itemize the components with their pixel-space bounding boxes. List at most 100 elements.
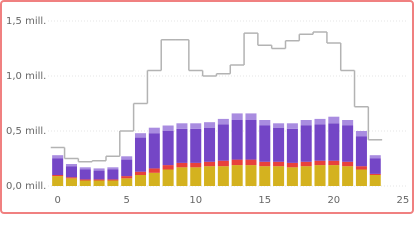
chart-frame: 0,0 mill. 0,5 mill. 1,0 mill. 1,5 mill. 0 5 10… [0,0,414,214]
bar-segment [121,156,133,160]
bar-segment [231,120,243,160]
bar-segment [342,120,354,126]
bar-segment [300,120,312,126]
bar-segment [134,137,147,172]
bar-segment [107,180,119,186]
x-tick-label: 5 [124,195,130,206]
bar-segment [300,125,312,162]
bar-segment [314,118,326,125]
bar-segment [190,123,202,129]
bar-segment [79,179,91,181]
bar-segment [93,168,105,171]
bar-segment [369,158,381,174]
bar-segment [355,136,367,167]
bar-segment [217,160,229,167]
bar-segment [259,166,271,186]
bar-segment [162,125,174,131]
bar-segment [314,160,326,166]
bar-segment [273,127,285,162]
bar-segment [259,161,271,167]
bar-segment [107,179,119,181]
bar-segment [355,169,367,186]
x-tick-label: 25 [396,195,409,206]
bar-segment [93,179,105,181]
bar-segment [134,175,147,186]
bar-segment [52,155,64,159]
bar-segment [355,166,367,170]
bar-segment [300,161,312,167]
bar-segment [328,123,340,161]
bar-segment [245,165,257,186]
bar-segment [231,159,243,166]
bar-segment [369,175,381,186]
bar-segment [176,167,188,186]
bar-segment [148,168,160,173]
bar-segment [162,131,174,166]
bar-segment [204,166,216,186]
y-tick-label: 0,0 mill. [6,181,46,192]
bar-segment [134,133,147,138]
bar-segment [328,165,340,186]
bar-segment [231,113,243,120]
bar-segment [65,164,77,167]
bar-segment [314,165,326,186]
bar-segment [134,171,147,175]
bar-segment [79,167,91,170]
bar-segment [176,123,188,129]
bar-segment [217,124,229,161]
bar-segment [259,125,271,162]
bar-segment [328,160,340,166]
bar-segment [107,169,119,180]
bar-segment [107,167,119,170]
bar-segment [93,170,105,180]
bar-segment [273,161,285,167]
bar-segment [342,166,354,186]
bar-segment [121,178,133,186]
bar-segment [245,159,257,166]
bar-segment [176,162,188,168]
bar-segment [369,173,381,175]
bar-segment [121,159,133,177]
bar-segment [190,167,202,186]
bar-segment [273,166,285,186]
bar-segment [245,120,257,160]
bar-segment [148,172,160,186]
bar-segment [204,127,216,162]
x-tick-label: 10 [189,195,202,206]
x-tick-label: 0 [54,195,60,206]
bar-segment [121,176,133,179]
bar-segment [259,120,271,126]
bar-segment [162,165,174,170]
bar-segment [65,178,77,186]
bar-segment [328,116,340,124]
bar-segment [286,128,298,163]
bar-segment [217,118,229,125]
bar-segment [355,131,367,137]
bar-segment [342,125,354,162]
bar-segment [204,122,216,128]
bar-segment [245,113,257,120]
bar-segment [190,128,202,163]
bar-segment [286,162,298,168]
bar-segment [65,166,77,178]
bar-segment [176,128,188,163]
bar-segment [79,180,91,186]
bar-segment [79,169,91,180]
y-tick-label: 0,5 mill. [6,126,46,137]
bar-segment [190,162,202,168]
x-tick-label: 15 [258,195,271,206]
bar-segment [286,123,298,129]
bar-segment [204,161,216,167]
bar-segment [369,155,381,159]
bar-segment [65,177,77,179]
bar-segment [148,127,160,134]
bar-segment [217,166,229,186]
bar-segment [52,175,64,177]
bar-segment [273,123,285,128]
bar-segment [286,167,298,186]
y-tick-label: 1,0 mill. [6,71,46,82]
bar-segment [231,165,243,186]
bar-segment [342,161,354,167]
chart: 0,0 mill. 0,5 mill. 1,0 mill. 1,5 mill. 0 5 10… [6,16,409,206]
bar-segment [300,166,312,186]
